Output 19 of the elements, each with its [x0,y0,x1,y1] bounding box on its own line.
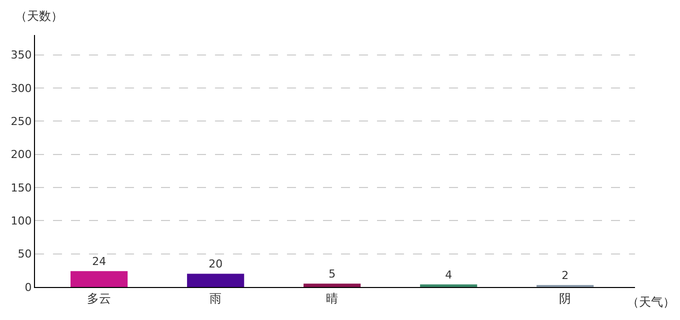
data-label: 4 [445,268,452,282]
x-tick-label: 雨 [210,291,222,306]
data-label: 24 [92,255,106,268]
y-tick-label: 200 [10,148,32,162]
x-tick-label: 阴 [559,291,572,306]
y-tick-label: 50 [18,248,32,261]
x-axis-title: （天气） [627,295,675,309]
data-label: 2 [562,269,569,282]
data-label: 20 [208,258,223,271]
y-tick-label: 250 [10,115,32,128]
x-tick-label: 多云 [87,291,112,306]
y-axis-title: （天数） [15,9,63,23]
y-tick-label: 0 [24,280,32,294]
y-tick-label: 150 [10,181,32,194]
data-label: 5 [328,268,336,281]
y-tick-label: 100 [10,214,32,228]
y-tick-label: 350 [10,48,32,62]
y-tick-label: 300 [10,82,32,95]
x-tick-label: 晴 [326,291,338,306]
